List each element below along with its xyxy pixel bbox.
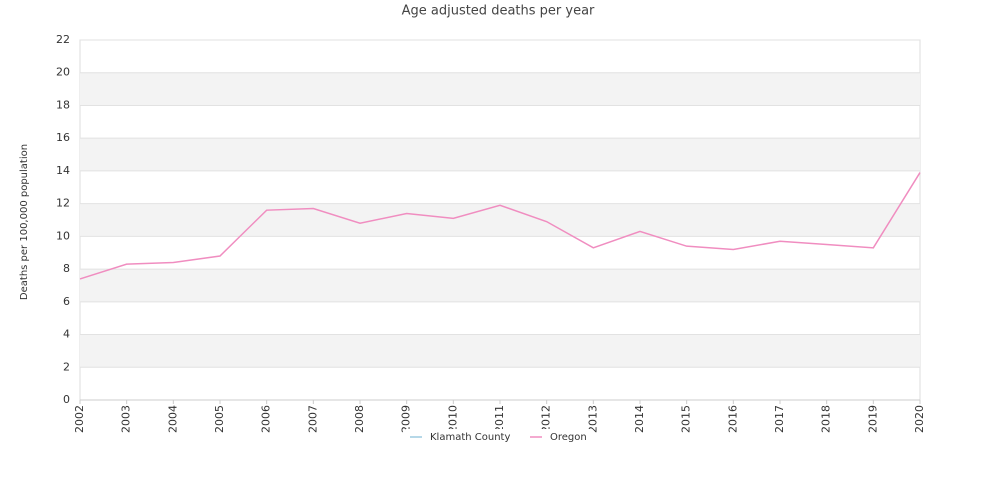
series-line — [79, 172, 921, 280]
x-tick-label: 2015 — [680, 405, 693, 433]
x-tick-label: 2004 — [166, 405, 179, 433]
grid-band — [80, 269, 920, 302]
y-axis-label: Deaths per 100,000 population — [19, 144, 30, 300]
x-tick-label: 2017 — [773, 405, 786, 433]
grid-band — [80, 72, 920, 106]
y-tick-label: 10 — [56, 229, 70, 242]
legend-bg — [406, 429, 522, 445]
x-tick-label: 2014 — [633, 405, 646, 433]
x-tick-label: 2007 — [306, 405, 319, 433]
legend-label: Oregon — [550, 432, 587, 443]
x-tick-label: 2013 — [586, 405, 599, 433]
y-tick-label: 16 — [56, 131, 70, 144]
x-tick-label: 2005 — [213, 405, 226, 433]
x-tick-label: 2010 — [446, 405, 459, 433]
x-tick-label: 2011 — [493, 405, 506, 433]
x-tick-label: 2003 — [120, 405, 133, 433]
x-tick-label: 2006 — [260, 405, 273, 433]
legend-bg — [526, 429, 592, 445]
x-tick-label: 2019 — [866, 405, 879, 433]
grid-band — [80, 138, 920, 171]
grid-band — [80, 334, 920, 368]
x-tick-label: 2008 — [353, 405, 366, 433]
y-tick-label: 12 — [56, 197, 70, 210]
y-tick-label: 2 — [63, 360, 70, 373]
x-tick-label: 2016 — [726, 405, 739, 433]
y-tick-label: 0 — [63, 393, 70, 406]
y-tick-label: 20 — [56, 66, 70, 79]
legend: Klamath County Oregon — [406, 429, 592, 445]
y-tick-label: 14 — [56, 164, 70, 177]
x-tick-label: 2020 — [913, 405, 926, 433]
y-tick-label: 4 — [63, 328, 70, 341]
y-tick-label: 8 — [63, 262, 70, 275]
chart-title: Age adjusted deaths per year — [402, 4, 595, 19]
x-tick-label: 2002 — [73, 405, 86, 433]
legend-label: Klamath County — [430, 432, 510, 443]
y-tick-label: 22 — [56, 33, 70, 46]
y-tick-label: 6 — [63, 295, 70, 308]
x-tick-label: 2009 — [400, 405, 413, 433]
x-tick-label: 2018 — [820, 405, 833, 433]
x-tick-label: 2012 — [540, 405, 553, 433]
y-tick-label: 18 — [56, 98, 70, 111]
grid-band — [80, 203, 920, 237]
